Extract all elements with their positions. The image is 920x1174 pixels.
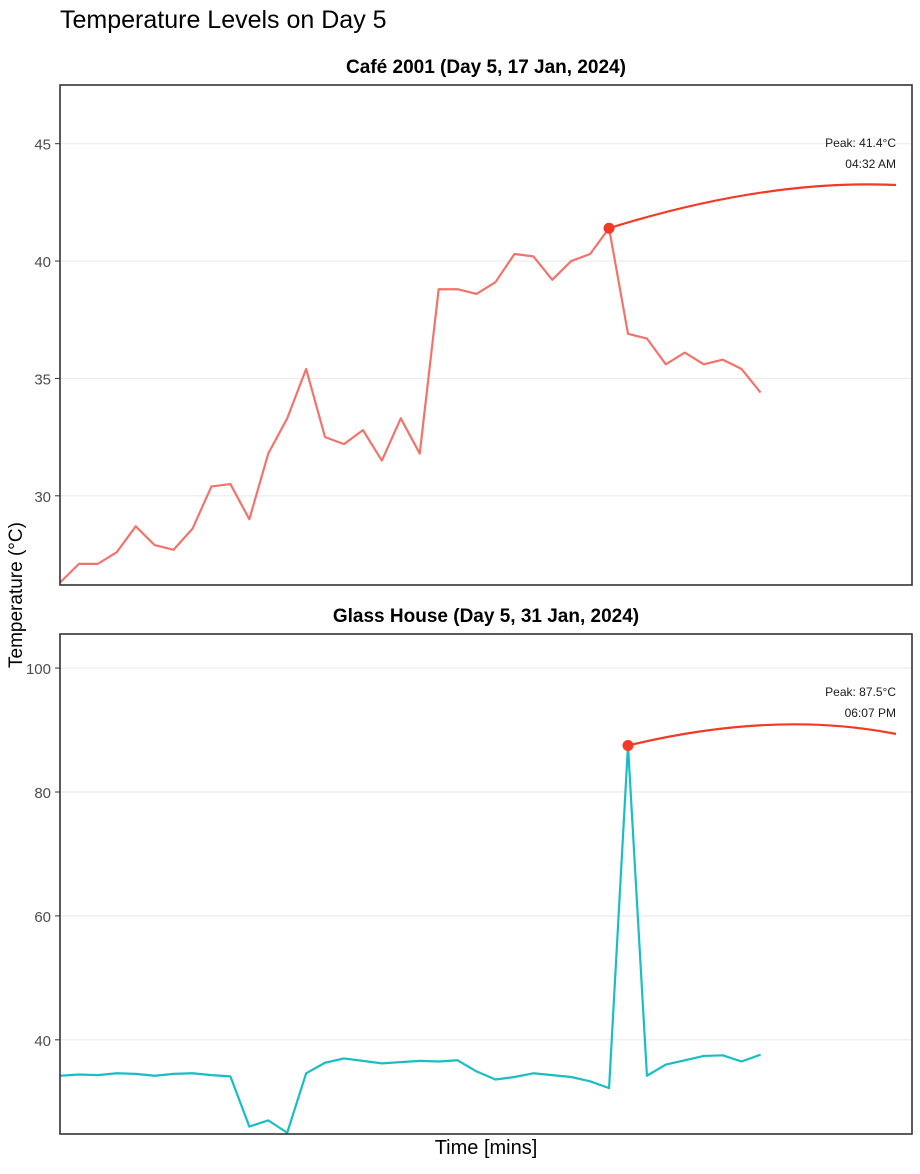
- glass-house-tick-label-80: 80: [34, 785, 51, 802]
- glass-house-peak-point: [622, 740, 634, 752]
- glass-house-tick-label-40: 40: [34, 1033, 51, 1050]
- glass-house-peak-label: Peak: 87.5°C: [825, 685, 896, 699]
- glass-house-peak-time: 06:07 PM: [845, 706, 896, 720]
- glass-house-panel-border: [59, 633, 913, 1135]
- cafe-tick-label-30: 30: [34, 489, 51, 506]
- glass-house-tick-label-100: 100: [26, 661, 51, 678]
- cafe-tick-label-35: 35: [34, 371, 51, 388]
- cafe-series-line: [59, 227, 762, 584]
- glass-house-series-line: [59, 744, 761, 1134]
- cafe-tick-label-45: 45: [34, 137, 51, 154]
- cafe-tick-label-40: 40: [34, 254, 51, 271]
- glass-house-tick-label-60: 60: [34, 909, 51, 926]
- panel-title-cafe: Café 2001 (Day 5, 17 Jan, 2024): [346, 57, 626, 78]
- cafe-peak-time: 04:32 AM: [845, 157, 896, 171]
- glass-house-peak-connector: [627, 723, 897, 747]
- cafe-peak-label: Peak: 41.4°C: [825, 136, 896, 150]
- panel-title-glass-house: Glass House (Day 5, 31 Jan, 2024): [332, 606, 640, 627]
- cafe-panel-border: [59, 84, 913, 586]
- cafe-peak-connector: [608, 183, 897, 230]
- x-axis-label: Time [mins]: [434, 1137, 538, 1159]
- cafe-peak-point: [603, 222, 615, 234]
- page-title: Temperature Levels on Day 5: [60, 6, 387, 34]
